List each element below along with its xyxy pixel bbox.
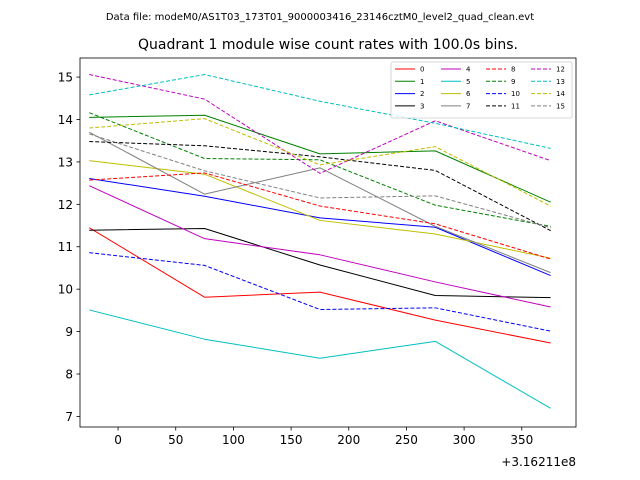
- x-tick-label: 300: [453, 433, 476, 447]
- suptitle: Data file: modeM0/AS1T03_173T01_90000034…: [106, 12, 534, 23]
- series-line-5: [89, 309, 551, 409]
- y-tick-label: 8: [65, 367, 73, 381]
- series-line-12: [89, 74, 551, 174]
- x-tick-label: 100: [222, 433, 245, 447]
- y-tick-label: 10: [58, 283, 73, 297]
- y-tick-label: 15: [58, 71, 73, 85]
- series-line-3: [89, 228, 551, 299]
- series-line-7: [88, 131, 551, 274]
- series-line-8: [89, 172, 551, 260]
- legend-label-3: 3: [420, 102, 424, 110]
- legend-label-8: 8: [511, 66, 515, 74]
- y-tick-label: 7: [65, 410, 73, 424]
- series-line-15: [89, 133, 551, 229]
- chart-title: Quadrant 1 module wise count rates with …: [138, 37, 518, 53]
- series-line-9: [89, 112, 551, 227]
- legend-label-15: 15: [556, 102, 565, 110]
- x-tick-label: 0: [114, 433, 122, 447]
- series-line-13: [89, 74, 551, 149]
- x-tick-label: 200: [337, 433, 360, 447]
- x-tick-label: 150: [280, 433, 303, 447]
- legend-label-7: 7: [466, 102, 470, 110]
- y-tick-label: 13: [58, 155, 73, 169]
- x-tick-label: 50: [168, 433, 183, 447]
- x-axis-offset-label: +3.16211e8: [501, 455, 576, 469]
- y-tick-label: 11: [58, 240, 73, 254]
- legend-label-10: 10: [511, 90, 520, 98]
- legend-box: [390, 61, 573, 119]
- y-tick-label: 14: [58, 113, 73, 127]
- legend-label-6: 6: [466, 90, 471, 98]
- legend-label-11: 11: [511, 102, 520, 110]
- legend-label-13: 13: [556, 78, 565, 86]
- legend-label-1: 1: [420, 78, 424, 86]
- series-line-4: [89, 185, 551, 308]
- legend-label-14: 14: [556, 90, 565, 98]
- series-line-2: [89, 177, 551, 277]
- legend-label-2: 2: [420, 90, 424, 98]
- plot-area: 0 50 100 150 200 250 300 3507891011121314150123…: [58, 57, 577, 447]
- legend-label-9: 9: [511, 78, 515, 86]
- axes-frame: [79, 57, 577, 428]
- legend-label-12: 12: [556, 66, 565, 74]
- series-line-11: [89, 141, 551, 232]
- y-tick-label: 12: [58, 198, 73, 212]
- legend-label-0: 0: [420, 66, 424, 74]
- axes-background: [80, 58, 576, 427]
- x-tick-label: 350: [510, 433, 533, 447]
- series-line-1: [89, 114, 551, 203]
- series-line-0: [88, 227, 551, 344]
- y-tick-label: 9: [65, 325, 73, 339]
- legend-label-4: 4: [466, 66, 471, 74]
- legend-label-5: 5: [466, 78, 470, 86]
- x-tick-label: 250: [395, 433, 418, 447]
